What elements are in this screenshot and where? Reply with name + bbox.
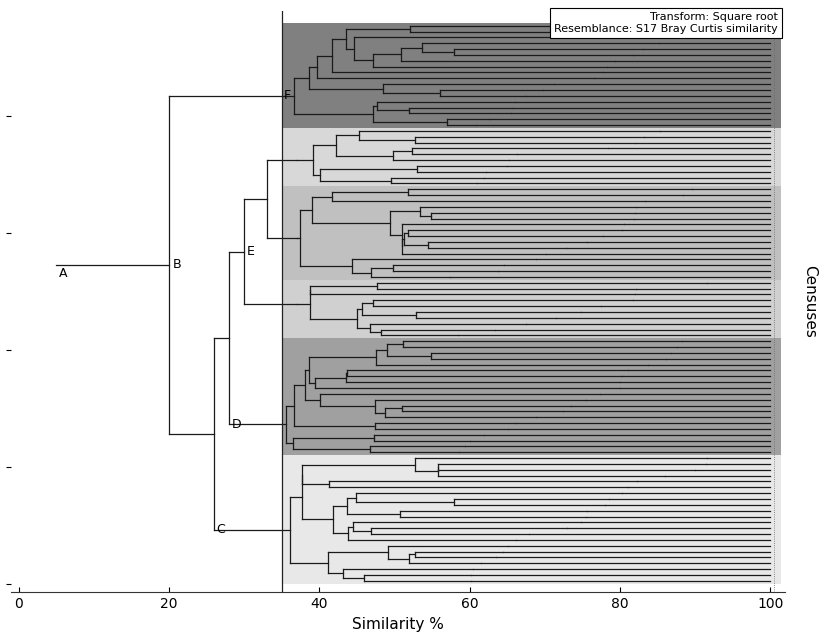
Bar: [281, 23, 781, 128]
Text: B: B: [173, 258, 181, 271]
Bar: [281, 280, 781, 338]
Text: C: C: [216, 523, 225, 536]
Bar: [281, 455, 781, 584]
Bar: [281, 186, 781, 280]
Bar: [281, 338, 781, 455]
Text: D: D: [231, 418, 241, 431]
X-axis label: Similarity %: Similarity %: [351, 617, 443, 632]
Bar: [281, 128, 781, 186]
Text: A: A: [59, 267, 67, 280]
Text: Transform: Square root
Resemblance: S17 Bray Curtis similarity: Transform: Square root Resemblance: S17 …: [553, 12, 777, 34]
Y-axis label: Censuses: Censuses: [801, 266, 816, 338]
Text: F: F: [284, 89, 291, 102]
Text: E: E: [246, 245, 254, 258]
